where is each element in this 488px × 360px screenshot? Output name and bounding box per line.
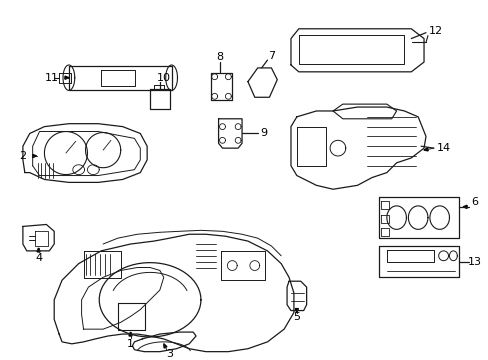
Polygon shape xyxy=(163,344,166,348)
Text: 13: 13 xyxy=(467,257,481,267)
Text: 9: 9 xyxy=(260,129,266,139)
Text: 8: 8 xyxy=(216,52,223,62)
Polygon shape xyxy=(462,205,466,208)
Text: 10: 10 xyxy=(157,73,170,83)
Text: 12: 12 xyxy=(428,26,442,36)
Polygon shape xyxy=(37,248,40,252)
Text: 4: 4 xyxy=(35,253,42,263)
Text: 3: 3 xyxy=(166,348,173,359)
Polygon shape xyxy=(65,76,69,79)
Polygon shape xyxy=(129,332,132,336)
Text: 14: 14 xyxy=(436,143,450,153)
Polygon shape xyxy=(423,148,427,151)
Polygon shape xyxy=(33,154,37,158)
Text: 1: 1 xyxy=(127,339,134,349)
Text: 7: 7 xyxy=(267,51,274,61)
Text: 5: 5 xyxy=(293,312,300,323)
Text: 11: 11 xyxy=(45,73,59,83)
Text: 6: 6 xyxy=(470,197,477,207)
Polygon shape xyxy=(295,309,298,312)
Text: 2: 2 xyxy=(20,151,26,161)
